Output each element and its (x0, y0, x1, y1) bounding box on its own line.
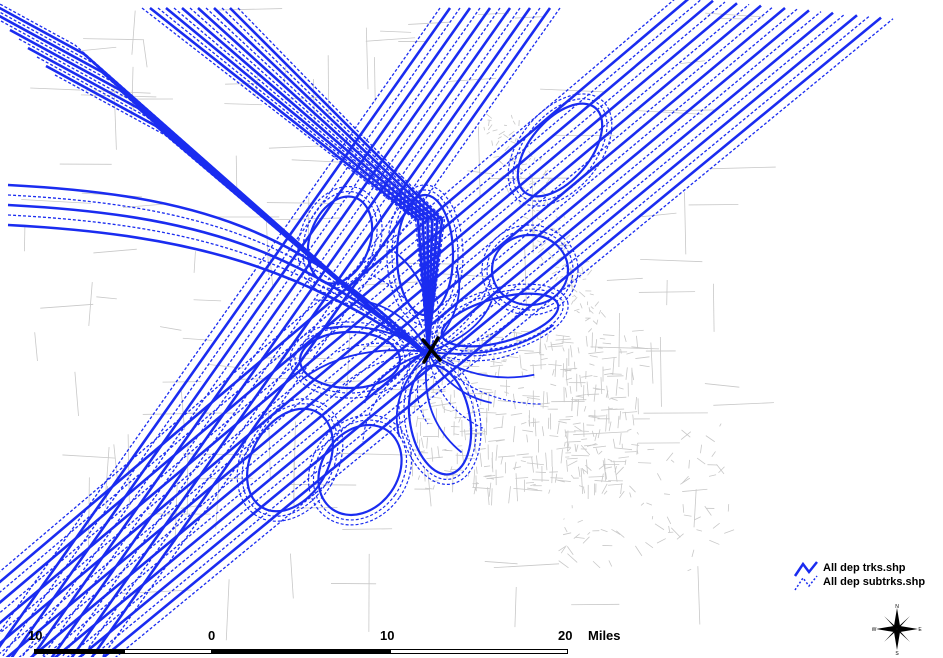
compass-w: W (872, 627, 877, 633)
scale-label-left: 10 (28, 628, 42, 643)
legend-label-subtracks: All dep subtrks.shp (823, 576, 925, 588)
scale-label-ten: 10 (380, 628, 394, 643)
scale-segment (34, 649, 124, 654)
scale-label-units: Miles (588, 628, 621, 643)
scale-segment (390, 649, 568, 654)
dashed-line-icon (793, 574, 819, 592)
scale-label-zero: 0 (208, 628, 215, 643)
scale-segment (212, 649, 390, 654)
compass-n: N (895, 604, 899, 610)
compass-s: S (895, 651, 899, 656)
subtrack-line (20, 8, 480, 657)
legend-label-tracks: All dep trks.shp (823, 562, 906, 574)
scale-label-twenty: 20 (558, 628, 572, 643)
legend: All dep trks.shp All dep subtrks.shp (793, 562, 941, 590)
scale-segment (124, 649, 212, 654)
track-line (90, 8, 550, 657)
subtrack-line (287, 395, 432, 545)
legend-item-subtracks: All dep subtrks.shp (793, 576, 941, 590)
scale-bar: 10 0 10 20 Miles (28, 628, 588, 658)
track-line (300, 332, 400, 388)
compass-rose-icon: N S W E (872, 602, 922, 656)
departure-tracks (0, 0, 893, 657)
track-line (0, 8, 450, 657)
compass-e: E (918, 627, 922, 633)
subtrack-line (100, 8, 560, 657)
